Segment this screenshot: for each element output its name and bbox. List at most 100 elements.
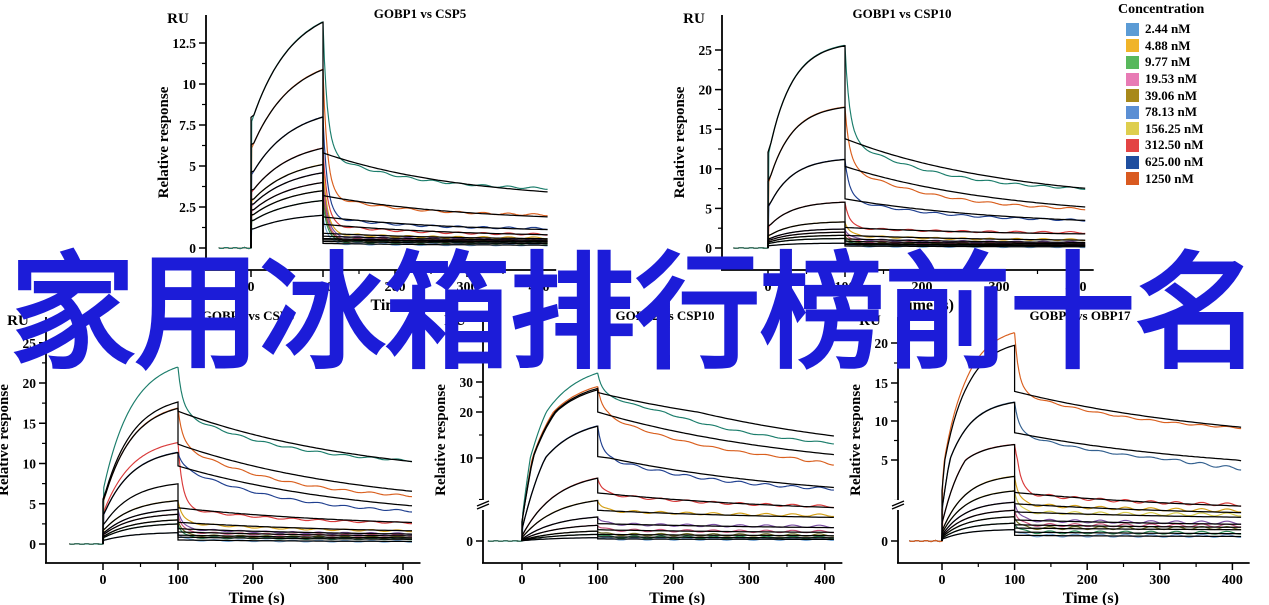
sensorgram-curve — [909, 475, 1242, 543]
legend-item: 4.88 nM — [1126, 38, 1266, 55]
sensorgram-curve — [218, 172, 548, 250]
y-tick-label: 20 — [699, 83, 713, 98]
legend-item: 19.53 nM — [1126, 71, 1266, 88]
x-tick-label: 400 — [393, 573, 414, 588]
y-tick-label: 12.5 — [172, 36, 196, 51]
y-tick-label: 5 — [189, 159, 196, 174]
fit-curve — [941, 344, 1242, 541]
y-unit-label: RU — [167, 11, 189, 27]
fit-curve — [250, 214, 548, 248]
y-tick-label: 5 — [881, 453, 888, 468]
y-tick-label: 0 — [466, 534, 473, 549]
legend-title: Concentration — [1118, 2, 1205, 17]
legend-label: 1250 nM — [1145, 170, 1194, 186]
legend-label: 78.13 nM — [1145, 104, 1197, 120]
y-tick-label: 25 — [699, 43, 713, 58]
fit-curve — [941, 516, 1242, 541]
legend-label: 39.06 nM — [1145, 87, 1197, 103]
y-tick-label: 15 — [23, 416, 37, 431]
fit-curve — [521, 499, 834, 541]
y-tick-label: 20 — [460, 405, 474, 420]
legend-label: 2.44 nM — [1145, 21, 1191, 37]
x-axis-title: Time (s) — [371, 297, 427, 314]
legend-swatch — [1126, 39, 1139, 53]
panel-title: GOBP2 vs OBP17 — [1029, 308, 1131, 323]
fit-curve — [102, 508, 413, 544]
panel-title: GOBP2 vs CSP10 — [616, 308, 715, 323]
axis-break-gap — [893, 500, 903, 510]
fit-curve — [102, 401, 413, 544]
fit-curve — [941, 529, 1242, 541]
legend-swatch — [1126, 22, 1139, 36]
legend-label: 4.88 nM — [1145, 37, 1191, 53]
x-tick-label: 400 — [814, 573, 835, 588]
y-tick-label: 20 — [875, 336, 889, 351]
legend-item: 39.06 nM — [1126, 87, 1266, 104]
fit-curve — [250, 181, 548, 248]
fit-curve — [941, 501, 1242, 541]
x-tick-label: 300 — [739, 573, 760, 588]
fit-curve — [250, 199, 548, 248]
fit-curve — [521, 533, 834, 542]
x-tick-label: 0 — [519, 573, 526, 588]
fit-curve — [521, 537, 834, 542]
x-axis-title: Time (s) — [649, 590, 705, 605]
sensorgram-curve — [69, 442, 412, 545]
sensorgram-panel-gobp2-vs-obp17: 0 100 200 300 400 0 5 10 15 20 GOBP2 vs OBP17 RU Rel… — [848, 295, 1269, 605]
fit-curve — [102, 500, 412, 544]
concentration-legend: Concentration 2.44 nM 4.88 nM 9.77 nM 19.53… — [1118, 2, 1266, 187]
panel-title: GOBP2 vs CSP5 — [202, 308, 295, 323]
x-tick-label: 0 — [100, 573, 107, 588]
fit-curve — [521, 516, 834, 541]
fit-curve — [941, 475, 1242, 541]
fit-curve — [102, 513, 412, 544]
sensorgram-curve — [733, 106, 1086, 249]
sensorgram-curve — [909, 332, 1242, 543]
y-tick-label: 10 — [23, 457, 37, 472]
y-axis-title: Relative response — [0, 384, 12, 496]
x-tick-label: 300 — [1149, 573, 1170, 588]
fit-curve — [941, 509, 1242, 541]
y-tick-label: 20 — [23, 376, 37, 391]
x-tick-label: 200 — [243, 573, 264, 588]
x-tick-label: 100 — [1004, 573, 1025, 588]
fit-curve — [521, 524, 834, 541]
x-tick-label: 0 — [765, 280, 772, 295]
legend-item: 78.13 nM — [1126, 104, 1266, 121]
x-tick-label: 100 — [835, 280, 856, 295]
legend-swatch — [1126, 72, 1139, 86]
x-tick-label: 200 — [1077, 573, 1098, 588]
y-tick-label: 10 — [875, 414, 889, 429]
legend-item: 625.00 nM — [1126, 154, 1266, 171]
fit-curve — [767, 234, 1086, 248]
y-tick-label: 15 — [699, 122, 713, 137]
legend-label: 19.53 nM — [1145, 71, 1197, 87]
fit-curve — [521, 425, 834, 541]
x-tick-label: 0 — [248, 280, 255, 295]
legend-swatch — [1126, 55, 1139, 69]
x-axis-title: Time (s) — [229, 590, 285, 605]
sensorgram-curve — [487, 386, 834, 542]
y-tick-label: 7.5 — [179, 118, 196, 133]
y-axis-title: Relative response — [672, 86, 688, 198]
fit-curve — [250, 21, 548, 248]
x-tick-label: 100 — [313, 280, 334, 295]
sensorgram-panel-gobp1-vs-csp10: 0 100 200 300 400 0 5 10 15 20 25 GOBP1 vs CSP10 RU R… — [672, 0, 1110, 314]
panel-title: GOBP1 vs CSP10 — [853, 6, 952, 21]
y-tick-label: 30 — [460, 375, 474, 390]
sensorgram-panel-gobp2-vs-csp10: 0 100 200 300 400 0 10 20 30 GOBP2 vs CSP10 RU Rela… — [432, 295, 852, 605]
x-tick-label: 400 — [529, 280, 550, 295]
y-axis-title: Relative response — [156, 86, 172, 198]
fit-curve — [767, 158, 1086, 248]
y-tick-label: 2.5 — [179, 200, 196, 215]
axis-break-icon — [476, 503, 490, 510]
fit-curve — [102, 451, 413, 544]
y-tick-label: 5 — [705, 201, 712, 216]
fit-curve — [941, 401, 1242, 541]
fit-curve — [767, 221, 1086, 248]
y-tick-label: 0 — [189, 241, 196, 256]
y-tick-label: 0 — [29, 537, 36, 552]
x-tick-label: 300 — [457, 280, 478, 295]
fit-curve — [941, 490, 1242, 541]
